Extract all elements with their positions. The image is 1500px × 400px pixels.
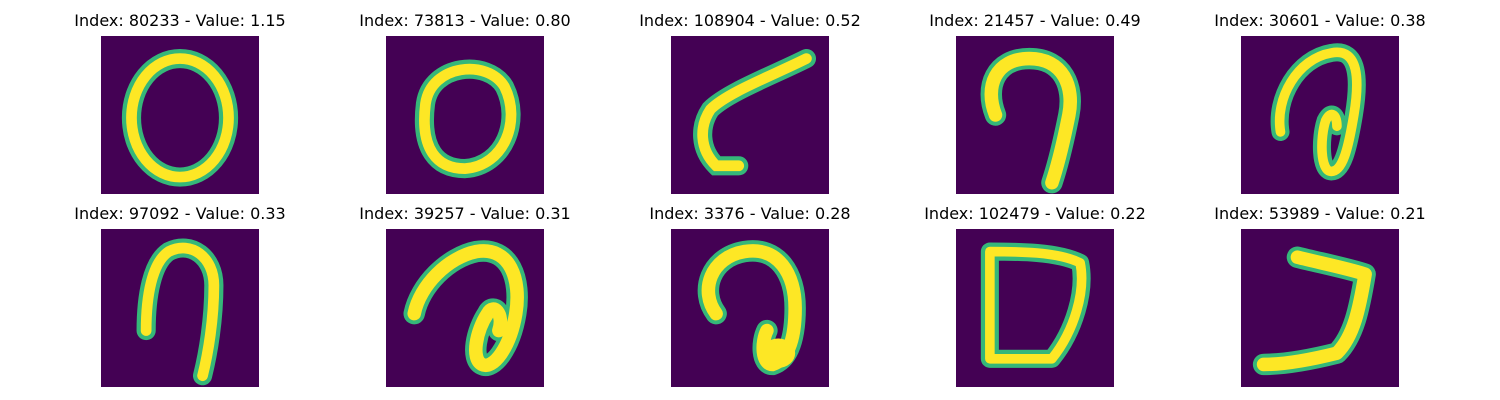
panel-title: Index: 30601 - Value: 0.38: [1214, 11, 1426, 30]
panel-title: Index: 39257 - Value: 0.31: [359, 204, 571, 223]
digit-image: [956, 36, 1114, 194]
panel-2: Index: 73813 - Value: 0.80: [345, 10, 585, 195]
digit-image: [671, 36, 829, 194]
panel-5: Index: 30601 - Value: 0.38: [1200, 10, 1440, 195]
panel-title: Index: 108904 - Value: 0.52: [639, 11, 861, 30]
digit-image: [956, 229, 1114, 387]
panel-title: Index: 97092 - Value: 0.33: [74, 204, 286, 223]
panel-title: Index: 3376 - Value: 0.28: [649, 204, 851, 223]
digit-image: [386, 229, 544, 387]
panel-title: Index: 73813 - Value: 0.80: [359, 11, 571, 30]
panel-title: Index: 102479 - Value: 0.22: [924, 204, 1146, 223]
panel-7: Index: 39257 - Value: 0.31: [345, 203, 585, 388]
panel-title: Index: 80233 - Value: 1.15: [74, 11, 286, 30]
digit-image: [386, 36, 544, 194]
panel-10: Index: 53989 - Value: 0.21: [1200, 203, 1440, 388]
digit-image: [101, 229, 259, 387]
digit-image: [1241, 229, 1399, 387]
digit-image: [671, 229, 829, 387]
digit-image: [1241, 36, 1399, 194]
digit-image: [101, 36, 259, 194]
panel-3: Index: 108904 - Value: 0.52: [630, 10, 870, 195]
panel-title: Index: 53989 - Value: 0.21: [1214, 204, 1426, 223]
panel-title: Index: 21457 - Value: 0.49: [929, 11, 1141, 30]
panel-8: Index: 3376 - Value: 0.28: [630, 203, 870, 388]
panel-4: Index: 21457 - Value: 0.49: [915, 10, 1155, 195]
panel-1: Index: 80233 - Value: 1.15: [60, 10, 300, 195]
panel-9: Index: 102479 - Value: 0.22: [915, 203, 1155, 388]
panel-6: Index: 97092 - Value: 0.33: [60, 203, 300, 388]
